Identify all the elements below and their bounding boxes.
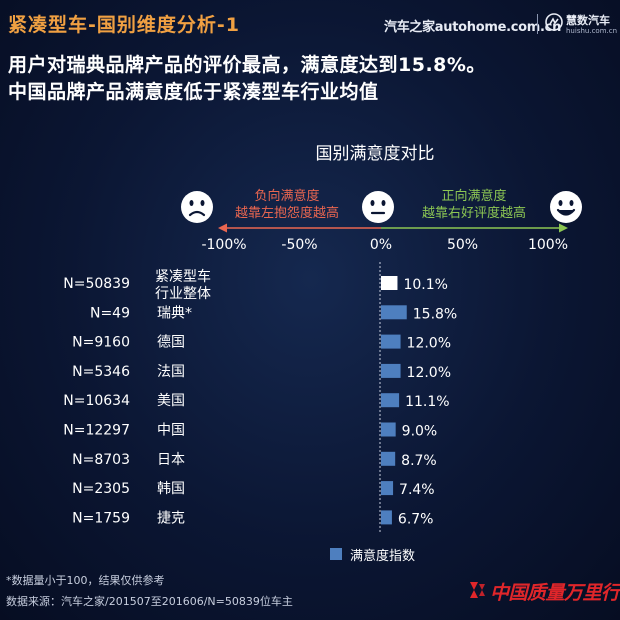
neutral-face-icon: [362, 191, 394, 223]
positive-scale-note: 越靠右好评度越高: [422, 205, 526, 221]
category-label: 日本: [157, 452, 185, 468]
category-label: 中国: [157, 423, 185, 439]
section-title: 紧凑型车-国别维度分析-1: [8, 14, 240, 36]
tick-label: -50%: [281, 237, 317, 253]
footnote-data-source: 数据来源：汽车之家/201507至201606/N=50839位车主: [6, 595, 293, 608]
stamp-logo-icon: [470, 582, 485, 598]
category-label: 瑞典*: [157, 305, 192, 321]
data-value-label: 10.1%: [403, 277, 447, 293]
data-bar: [381, 510, 392, 525]
category-label: 美国: [157, 393, 185, 409]
sample-size-label: N=50839: [63, 276, 130, 292]
sample-size-label: N=12297: [63, 423, 130, 439]
tick-label: 100%: [528, 237, 568, 253]
negative-arrow-head: [218, 223, 227, 233]
tick-label: -100%: [201, 237, 246, 253]
data-value-label: 12.0%: [407, 365, 451, 381]
data-value-label: 8.7%: [401, 453, 437, 469]
data-bar: [381, 363, 401, 378]
positive-arrow-head: [559, 223, 568, 233]
huishu-logo-icon: [545, 13, 563, 31]
category-label: 紧凑型车: [155, 268, 211, 285]
data-bar: [381, 276, 398, 290]
sample-size-label: N=49: [90, 305, 130, 321]
sample-size-label: N=2305: [72, 481, 130, 497]
positive-scale-label: 正向满意度: [441, 188, 506, 204]
category-label: 韩国: [157, 481, 185, 497]
header-bar: 紧凑型车-国别维度分析-1 汽车之家autohome.com.cn 慧数汽车 h…: [0, 8, 620, 38]
data-bar: [381, 481, 394, 496]
brand-divider: [537, 14, 538, 34]
sample-size-label: N=8703: [72, 452, 130, 468]
category-label: 捷克: [157, 510, 185, 526]
autohome-site-label: 汽车之家autohome.com.cn: [384, 20, 562, 35]
data-value-label: 11.1%: [405, 394, 449, 410]
stamp-text: 中国质量万里行: [490, 582, 620, 604]
quality-stamp: 中国质量万里行: [468, 577, 620, 605]
category-label: 行业整体: [155, 286, 211, 302]
brand-name: 慧数汽车: [566, 14, 610, 27]
data-bar: [381, 305, 407, 320]
headline-line-2: 中国品牌产品满意度低于紧凑型车行业均值: [8, 81, 379, 103]
sample-size-label: N=10634: [63, 393, 130, 409]
sample-size-label: N=9160: [72, 335, 130, 351]
headline: 用户对瑞典品牌产品的评价最高，满意度达到15.8%。 中国品牌产品满意度低于紧凑…: [8, 52, 614, 106]
data-bar: [381, 393, 400, 408]
category-label: 德国: [157, 335, 185, 351]
chart-title: 国别满意度对比: [316, 144, 435, 164]
data-value-label: 6.7%: [398, 511, 434, 527]
legend-swatch: [330, 548, 342, 560]
negative-scale-label: 负向满意度: [254, 188, 319, 204]
legend-label: 满意度指数: [350, 549, 416, 564]
sample-size-label: N=1759: [72, 510, 130, 526]
frown-face-icon: [181, 191, 213, 223]
smile-face-icon: [550, 191, 582, 223]
sample-size-label: N=5346: [72, 364, 130, 380]
data-value-label: 7.4%: [399, 482, 435, 498]
data-bar: [381, 422, 396, 437]
tick-label: 50%: [447, 237, 478, 253]
headline-line-1: 用户对瑞典品牌产品的评价最高，满意度达到15.8%。: [8, 54, 486, 76]
tick-label: 0%: [370, 237, 392, 253]
footnote-sample-warning: *数据量小于100，结果仅供参考: [6, 574, 165, 587]
data-value-label: 12.0%: [407, 336, 451, 352]
brand-domain: huishu.com.cn: [566, 27, 618, 35]
data-value-label: 15.8%: [413, 306, 457, 322]
data-bar: [381, 334, 401, 349]
data-bar: [381, 451, 396, 466]
data-value-label: 9.0%: [402, 424, 438, 440]
category-label: 法国: [157, 364, 185, 380]
negative-scale-note: 越靠左抱怨度越高: [235, 205, 339, 221]
